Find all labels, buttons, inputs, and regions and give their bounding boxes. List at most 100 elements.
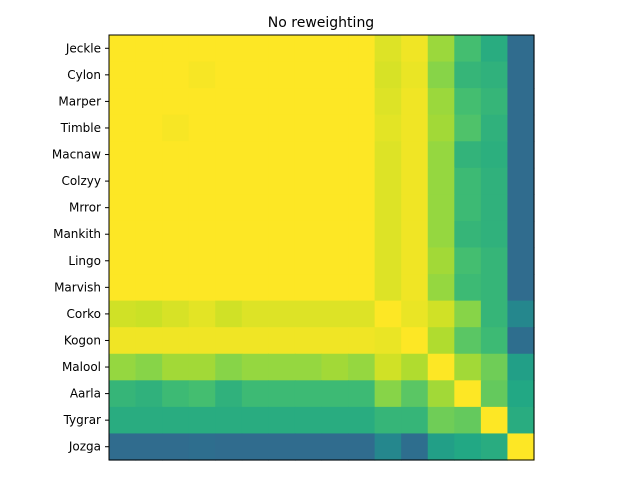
heatmap-cell	[480, 274, 509, 302]
heatmap-cell	[321, 433, 349, 461]
heatmap-cell	[241, 167, 269, 195]
heatmap-cell	[427, 300, 455, 328]
heatmap-cell	[162, 61, 190, 89]
heatmap-cell	[294, 300, 323, 328]
heatmap-cell	[188, 141, 216, 169]
heatmap-cell	[294, 327, 323, 355]
heatmap-cell	[294, 167, 323, 195]
heatmap-cell	[348, 380, 376, 408]
heatmap-cell	[507, 167, 535, 195]
heatmap-cell	[188, 353, 216, 381]
heatmap-cell	[348, 247, 376, 275]
heatmap-cell	[294, 35, 323, 63]
heatmap-cell	[188, 61, 216, 89]
heatmap-cell	[294, 247, 323, 275]
heatmap-cell	[241, 247, 269, 275]
heatmap-cell	[162, 114, 190, 142]
heatmap-cell	[480, 167, 509, 195]
heatmap-cell	[507, 35, 535, 63]
heatmap-cell	[507, 141, 535, 169]
row-label: Cylon	[67, 68, 101, 82]
heatmap-cell	[427, 406, 455, 435]
heatmap-cell	[427, 247, 455, 275]
heatmap-cell	[215, 247, 243, 275]
heatmap-cell	[188, 327, 216, 355]
heatmap-cell	[294, 61, 323, 89]
heatmap-cell	[135, 406, 163, 435]
heatmap-cell	[294, 380, 323, 408]
heatmap-cell	[241, 194, 269, 222]
heatmap-cell	[348, 167, 376, 195]
heatmap-cell	[374, 433, 402, 461]
heatmap-cell	[507, 433, 535, 461]
row-labels: Jeckle Cylon Marper Timble Macnaw Colzyy Mrror…	[52, 41, 109, 454]
heatmap-cell	[401, 247, 429, 275]
heatmap-cell	[268, 274, 296, 302]
heatmap-cell	[454, 35, 482, 63]
heatmap-cell	[401, 380, 429, 408]
heatmap-cell	[188, 167, 216, 195]
heatmap-cell	[480, 220, 509, 249]
heatmap-cell	[162, 247, 190, 275]
heatmap-cell	[374, 247, 402, 275]
heatmap-cell	[454, 300, 482, 328]
heatmap-cell	[268, 300, 296, 328]
heatmap-cell	[215, 61, 243, 89]
heatmap-cell	[507, 61, 535, 89]
heatmap-cell	[321, 406, 349, 435]
heatmap-cell	[454, 114, 482, 142]
heatmap-cell	[374, 300, 402, 328]
heatmap-cell	[480, 88, 509, 116]
heatmap-cell	[241, 114, 269, 142]
heatmap-cell	[135, 220, 163, 249]
heatmap-cell	[294, 433, 323, 461]
heatmap-cell	[135, 353, 163, 381]
heatmap-cell	[427, 61, 455, 89]
heatmap-cell	[480, 194, 509, 222]
heatmap-cell	[507, 380, 535, 408]
heatmap-cell	[162, 35, 190, 63]
heatmap-cell	[427, 327, 455, 355]
heatmap-cell	[294, 274, 323, 302]
heatmap-cell	[268, 61, 296, 89]
heatmap-cell	[348, 406, 376, 435]
row-label: Mankith	[53, 227, 101, 241]
heatmap-cell	[401, 114, 429, 142]
heatmap-cell	[401, 61, 429, 89]
heatmap-cell	[507, 327, 535, 355]
heatmap-cell	[215, 433, 243, 461]
heatmap-cell	[215, 353, 243, 381]
heatmap-cell	[321, 274, 349, 302]
heatmap-cell	[294, 220, 323, 249]
row-label: Marper	[58, 94, 101, 108]
heatmap-cell	[188, 114, 216, 142]
row-label: Colzyy	[61, 174, 101, 188]
heatmap-cell	[162, 194, 190, 222]
heatmap-cell	[507, 300, 535, 328]
heatmap-cell	[401, 406, 429, 435]
heatmap-cell	[454, 274, 482, 302]
heatmap-cell	[480, 327, 509, 355]
heatmap-cell	[321, 167, 349, 195]
heatmap-cell	[401, 300, 429, 328]
heatmap-cell	[188, 406, 216, 435]
heatmap-cell	[268, 194, 296, 222]
heatmap-cell	[241, 433, 269, 461]
heatmap-cell	[454, 220, 482, 249]
heatmap-cell	[480, 35, 509, 63]
heatmap-cell	[215, 88, 243, 116]
row-label: Jeckle	[65, 41, 101, 55]
heatmap-cell	[135, 327, 163, 355]
heatmap-cell	[268, 220, 296, 249]
heatmap-cell	[162, 88, 190, 116]
heatmap-cell	[188, 274, 216, 302]
heatmap-cell	[109, 194, 137, 222]
heatmap-cell	[321, 35, 349, 63]
heatmap-cell	[268, 433, 296, 461]
heatmap-cell	[401, 274, 429, 302]
heatmap-cell	[374, 353, 402, 381]
heatmap-cell	[109, 61, 137, 89]
row-label: Macnaw	[52, 148, 101, 162]
heatmap-cell	[507, 274, 535, 302]
row-label: Mrror	[69, 201, 101, 215]
